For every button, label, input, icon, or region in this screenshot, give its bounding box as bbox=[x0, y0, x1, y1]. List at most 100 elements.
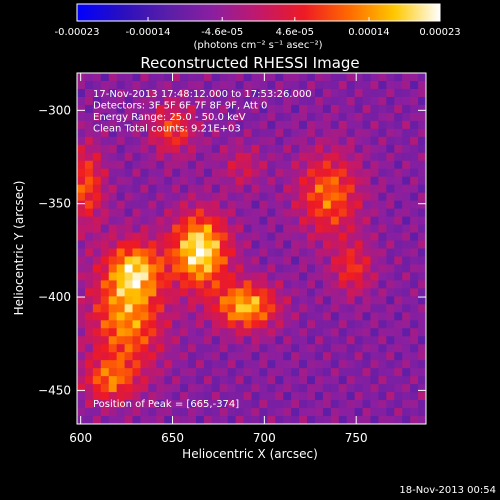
heatmap-cell bbox=[291, 136, 300, 146]
heatmap-cell bbox=[195, 136, 205, 146]
heatmap-cell bbox=[124, 264, 134, 273]
heatmap-cell bbox=[203, 256, 213, 265]
heatmap-cell bbox=[227, 344, 237, 353]
heatmap-cell bbox=[148, 360, 157, 369]
heatmap-cell bbox=[243, 96, 252, 106]
heatmap-cell bbox=[195, 152, 205, 162]
heatmap-cell bbox=[108, 344, 118, 353]
heatmap-cell bbox=[100, 88, 110, 98]
heatmap-cell bbox=[418, 328, 426, 337]
heatmap-cell bbox=[394, 400, 403, 409]
heatmap-cell bbox=[235, 232, 245, 242]
heatmap-cell bbox=[235, 336, 245, 345]
heatmap-cell bbox=[188, 104, 197, 114]
heatmap-cell bbox=[283, 120, 292, 130]
heatmap-cell bbox=[338, 208, 348, 218]
heatmap-cell bbox=[402, 120, 411, 130]
heatmap-cell bbox=[275, 320, 284, 329]
heatmap-cell bbox=[108, 88, 118, 98]
heatmap-cell bbox=[132, 224, 141, 234]
heatmap-cell bbox=[124, 256, 134, 265]
heatmap-cell bbox=[243, 208, 252, 218]
heatmap-cell bbox=[243, 376, 252, 385]
heatmap-cell bbox=[259, 376, 268, 385]
heatmap-cell bbox=[338, 160, 348, 170]
heatmap-cell bbox=[386, 384, 395, 393]
heatmap-cell bbox=[378, 73, 387, 82]
heatmap-cell bbox=[346, 192, 356, 202]
heatmap-cell bbox=[354, 272, 364, 281]
heatmap-cell bbox=[132, 416, 141, 424]
heatmap-cell bbox=[227, 176, 237, 186]
heatmap-cell bbox=[100, 392, 110, 401]
heatmap-cell bbox=[140, 120, 149, 130]
heatmap-cell bbox=[259, 128, 268, 138]
heatmap-cell bbox=[418, 368, 426, 377]
heatmap-cell bbox=[235, 240, 245, 249]
heatmap-cell bbox=[283, 112, 292, 122]
heatmap-cell bbox=[132, 408, 141, 417]
heatmap-cell bbox=[354, 352, 364, 361]
heatmap-cell bbox=[275, 296, 284, 305]
heatmap-cell bbox=[251, 272, 260, 281]
heatmap-cell bbox=[203, 232, 213, 242]
heatmap-cell bbox=[132, 256, 141, 265]
heatmap-cell bbox=[92, 280, 102, 289]
heatmap-cell bbox=[307, 240, 316, 249]
heatmap-cell bbox=[394, 80, 403, 90]
heatmap-cell bbox=[188, 136, 197, 146]
heatmap-cell bbox=[140, 160, 149, 170]
heatmap-cell bbox=[140, 392, 149, 401]
heatmap-cell bbox=[386, 240, 395, 249]
heatmap-cell bbox=[394, 216, 403, 226]
heatmap-cell bbox=[148, 288, 157, 297]
heatmap-cell bbox=[275, 88, 284, 98]
x-tick-label: 700 bbox=[253, 431, 276, 445]
heatmap-cell bbox=[346, 336, 356, 345]
heatmap-cell bbox=[84, 400, 94, 409]
heatmap-cell bbox=[235, 280, 245, 289]
heatmap-cell bbox=[108, 200, 118, 210]
heatmap-cell bbox=[354, 224, 364, 234]
heatmap-cell bbox=[108, 168, 118, 178]
heatmap-cell bbox=[211, 304, 221, 313]
heatmap-cell bbox=[386, 224, 395, 234]
heatmap-cell bbox=[346, 248, 356, 257]
heatmap-cell bbox=[322, 272, 332, 281]
heatmap-cell bbox=[338, 112, 348, 122]
heatmap-cell bbox=[100, 168, 110, 178]
heatmap-cell bbox=[378, 176, 387, 186]
heatmap-cell bbox=[100, 352, 110, 361]
heatmap-cell bbox=[291, 376, 300, 385]
heatmap-cell bbox=[386, 216, 395, 226]
heatmap-cell bbox=[227, 73, 237, 82]
heatmap-cell bbox=[140, 152, 149, 162]
heatmap-cell bbox=[402, 184, 411, 194]
heatmap-cell bbox=[164, 73, 173, 82]
heatmap-cell bbox=[378, 120, 387, 130]
heatmap-cell bbox=[267, 184, 276, 194]
heatmap-cell bbox=[314, 416, 324, 424]
heatmap-cell bbox=[322, 400, 332, 409]
heatmap-cell bbox=[362, 352, 371, 361]
heatmap-cell bbox=[227, 328, 237, 337]
heatmap-image bbox=[77, 73, 426, 424]
heatmap-cell bbox=[386, 328, 395, 337]
heatmap-cell bbox=[322, 232, 332, 242]
heatmap-cell bbox=[346, 392, 356, 401]
heatmap-cell bbox=[338, 304, 348, 313]
heatmap-cell bbox=[402, 96, 411, 106]
heatmap-cell bbox=[338, 224, 348, 234]
heatmap-cell bbox=[275, 336, 284, 345]
heatmap-cell bbox=[418, 288, 426, 297]
heatmap-cell bbox=[410, 192, 419, 202]
heatmap-cell bbox=[354, 104, 364, 114]
heatmap-cell bbox=[314, 344, 324, 353]
heatmap-cell bbox=[140, 384, 149, 393]
heatmap-cell bbox=[362, 192, 371, 202]
heatmap-cell bbox=[188, 320, 197, 329]
heatmap-cell bbox=[108, 224, 118, 234]
heatmap-cell bbox=[378, 240, 387, 249]
heatmap-cell bbox=[275, 352, 284, 361]
heatmap-cell bbox=[418, 80, 426, 90]
